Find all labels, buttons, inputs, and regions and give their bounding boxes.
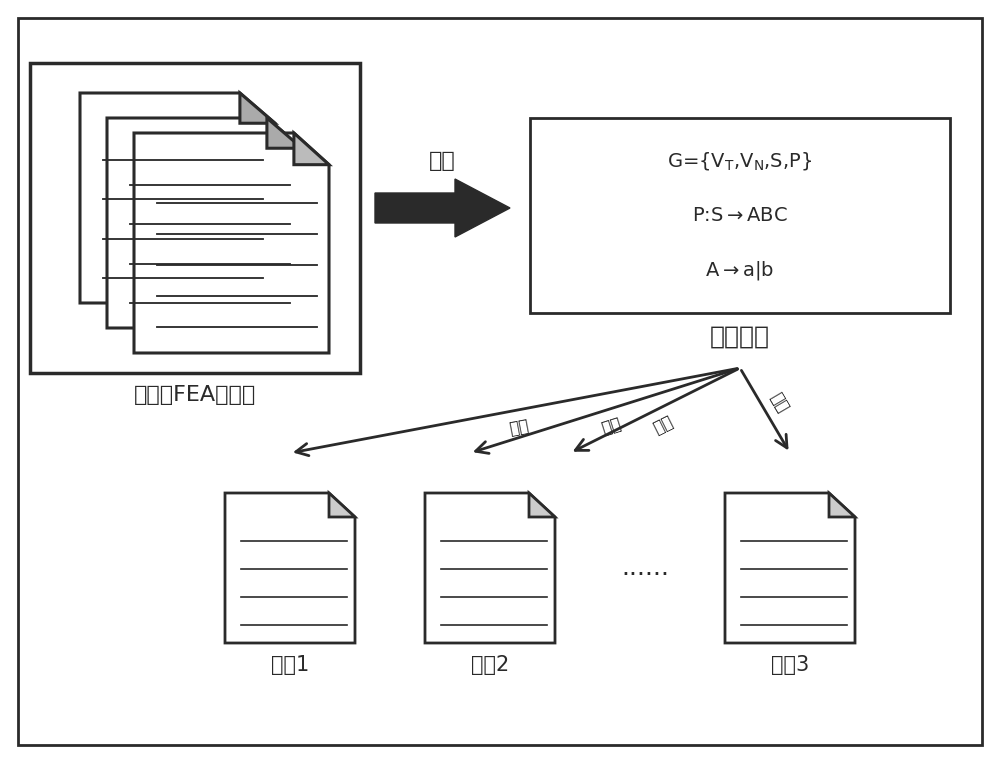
- Polygon shape: [240, 93, 275, 124]
- Text: 推导: 推导: [649, 412, 675, 437]
- Text: 脚本2: 脚本2: [471, 655, 509, 675]
- Polygon shape: [329, 493, 355, 517]
- Polygon shape: [829, 493, 855, 517]
- Polygon shape: [225, 493, 355, 643]
- Bar: [530, 118, 950, 313]
- Text: 脚本3: 脚本3: [771, 655, 809, 675]
- Polygon shape: [107, 118, 302, 328]
- Text: A$\mathregular{\rightarrow}$a|b: A$\mathregular{\rightarrow}$a|b: [705, 259, 775, 282]
- Text: ......: ......: [621, 556, 669, 580]
- Polygon shape: [294, 133, 329, 165]
- Text: 产品族FEA脚本库: 产品族FEA脚本库: [134, 385, 256, 405]
- Text: G={$\mathregular{V_T}$,$\mathregular{V_N}$,S,P}: G={$\mathregular{V_T}$,$\mathregular{V_N…: [667, 150, 813, 172]
- Polygon shape: [134, 133, 329, 353]
- Polygon shape: [725, 493, 855, 643]
- Text: 脚本1: 脚本1: [271, 655, 309, 675]
- Text: 推导: 推导: [766, 389, 792, 416]
- Polygon shape: [529, 493, 555, 517]
- Text: 推导: 推导: [506, 416, 529, 437]
- Text: 提取: 提取: [429, 151, 456, 171]
- Polygon shape: [425, 493, 555, 643]
- Bar: [30, 63, 360, 373]
- Polygon shape: [267, 118, 302, 148]
- Text: P:S$\mathregular{\rightarrow}$ABC: P:S$\mathregular{\rightarrow}$ABC: [692, 206, 788, 225]
- Polygon shape: [80, 93, 275, 303]
- Text: 推导: 推导: [598, 414, 622, 437]
- FancyArrow shape: [375, 179, 510, 237]
- Text: 组成规则: 组成规则: [710, 325, 770, 349]
